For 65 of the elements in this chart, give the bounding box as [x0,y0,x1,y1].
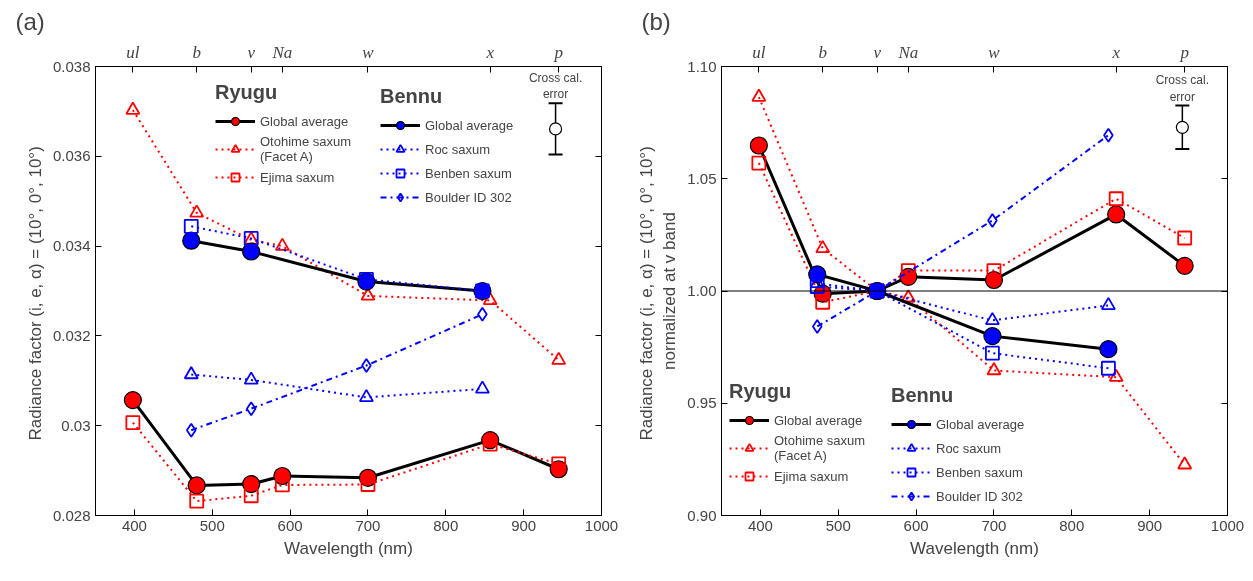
x-tick-label: 600 [277,516,303,534]
annotation: v [873,42,882,62]
x-tick-label: 700 [981,516,1007,534]
annotation: Na [271,42,293,62]
y-tick-label: 0.028 [52,506,91,524]
x-tick-label: 500 [199,516,225,534]
annotation: x [485,42,495,62]
legend-label: Boulder ID 302 [936,487,1023,506]
chart-title: (b) [641,7,671,35]
annotation: b [192,42,201,62]
x-tick-label: 1000 [584,516,619,534]
x-tick-label: 400 [121,516,147,534]
x-tick-label: 800 [433,516,459,534]
x-tick-label: 900 [511,516,537,534]
y-tick-label: 0.032 [52,326,91,344]
legend-label: Global average [260,112,349,131]
annotation: b [818,42,827,62]
legend-label: Roc saxum [936,439,1002,458]
x-axis-title: Wavelength (nm) [284,538,413,558]
text: Cross cal. error [528,70,583,102]
legend-label: Ejima saxum [774,467,849,486]
y-axis-title: Radiance factor (i, e, α) = (10°, 0°, 10°) [25,146,45,441]
x-tick-label: 800 [1059,516,1085,534]
y-axis-title: Radiance factor (i, e, α) = (10°, 0°, 10°) normalized at v band [637,146,680,441]
x-axis-title: Wavelength (nm) [910,538,1039,558]
annotation: Bennu [891,384,955,407]
text: Cross cal. error [1155,72,1210,104]
y-tick-label: 0.90 [687,506,717,524]
legend-label: Global average [425,116,514,135]
chart-title: (a) [15,7,45,35]
annotation: Ryugu [729,380,793,403]
legend-label: Otohime saxum (Facet A) [260,134,352,164]
y-tick-label: 1.00 [687,282,717,299]
annotation: Ryugu [215,81,279,104]
annotation: p [553,42,563,62]
annotation: ul [752,42,766,62]
legend-label: Roc saxum [425,140,491,159]
y-tick-label: 0.03 [61,416,91,434]
legend-label: Otohime saxum (Facet A) [774,433,866,463]
legend-label: Ejima saxum [260,168,335,187]
legend-label: Global average [774,411,863,430]
legend-label: Boulder ID 302 [425,188,512,207]
x-tick-label: 400 [747,516,773,534]
annotation: ul [126,42,140,62]
x-tick-label: 700 [355,516,381,534]
annotation: Na [897,42,919,62]
annotation: v [247,42,256,62]
annotation: w [988,42,1001,62]
y-tick-label: 0.034 [52,237,91,255]
x-tick-label: 500 [825,516,851,534]
x-tick-label: 900 [1137,516,1163,534]
annotation: p [1179,42,1189,62]
y-tick-label: 1.05 [687,169,717,187]
y-tick-label: 1.10 [687,57,717,75]
annotation: x [1111,42,1121,62]
legend-label: Benben saxum [425,164,512,183]
legend-label: Global average [936,415,1025,434]
legend-label: Benben saxum [936,463,1023,482]
annotation: Bennu [380,85,444,108]
y-tick-label: 0.038 [52,57,91,75]
x-tick-label: 600 [903,516,929,534]
x-tick-label: 1000 [1210,516,1245,534]
annotation: w [362,42,375,62]
y-tick-label: 0.036 [52,147,91,165]
y-tick-label: 0.95 [687,394,717,412]
